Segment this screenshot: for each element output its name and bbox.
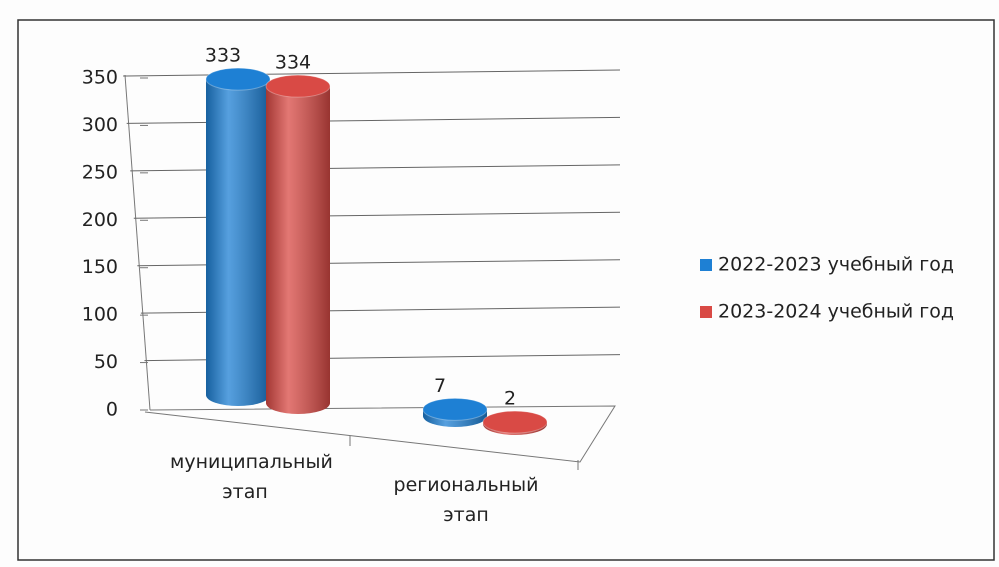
bar-top [205,67,271,91]
y-tick-label: 100 [82,304,118,326]
y-tick-label: 200 [82,209,118,231]
bar-top [422,397,488,421]
grid-line [123,69,621,77]
y-tick-label: 150 [82,256,118,278]
cylinder [205,67,271,406]
legend-label: 2022-2023 учебный год [718,254,954,276]
y-tick-label: 300 [82,114,118,136]
y-tick-label: 250 [82,161,118,183]
y-tick-label: 50 [94,351,118,373]
legend-swatch [700,306,712,318]
x-tick-label: региональный этап [393,474,539,526]
bar-top [265,74,331,98]
bar-shade [266,86,330,415]
value-label: 2 [504,388,516,410]
cylinder [482,410,548,435]
chart-frame [17,19,995,561]
back-wall-edge [124,74,151,411]
y-tick-label: 0 [106,399,118,421]
grid-line [130,164,621,172]
y-tick-label: 350 [82,67,118,89]
grid-line [126,116,621,124]
legend-swatch [700,259,712,271]
bar-shade [206,79,270,406]
value-label: 7 [434,375,446,397]
cylinder [265,74,331,415]
value-label: 333 [205,45,241,67]
bar-top [482,410,548,434]
legend-label: 2023-2024 учебный год [718,301,954,323]
cylinder [422,397,488,427]
floor [144,405,616,463]
value-label: 334 [275,52,311,74]
x-tick-label: муниципальный этап [170,451,333,503]
